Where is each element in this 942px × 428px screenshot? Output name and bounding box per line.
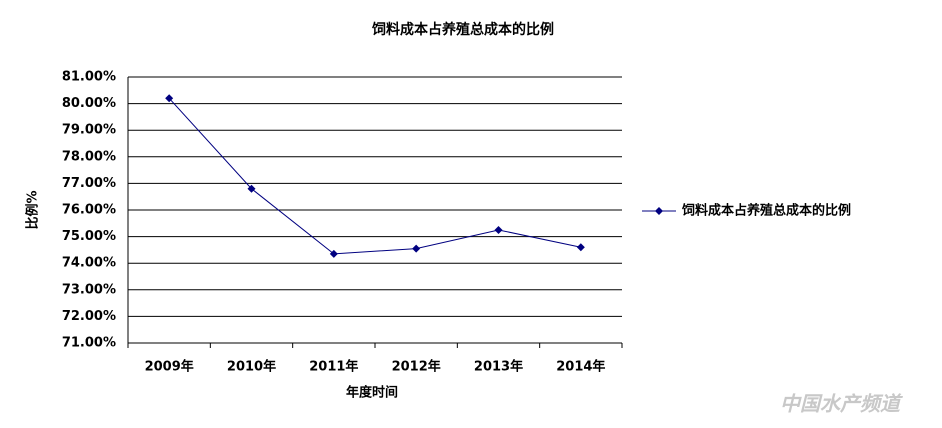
- y-tick-label: 76.00%: [62, 203, 116, 218]
- y-tick-label: 74.00%: [62, 256, 116, 271]
- y-tick-label: 78.00%: [62, 149, 116, 164]
- watermark: 中国水产频道: [780, 392, 903, 416]
- data-point: [329, 249, 338, 258]
- y-axis-title: 比例%: [25, 190, 41, 229]
- y-tick-label: 75.00%: [62, 229, 116, 244]
- data-point: [247, 184, 256, 193]
- chart-title: 饲料成本占养殖总成本的比例: [371, 21, 554, 38]
- x-axis-title: 年度时间: [346, 385, 398, 401]
- y-tick-label: 81.00%: [62, 70, 116, 85]
- x-tick-label: 2014年: [556, 359, 605, 375]
- y-tick-label: 73.00%: [62, 282, 116, 297]
- x-tick-label: 2011年: [309, 359, 358, 375]
- x-tick-label: 2010年: [227, 359, 276, 375]
- y-tick-label: 71.00%: [62, 336, 116, 351]
- legend-marker: [655, 207, 663, 215]
- y-tick-label: 80.00%: [62, 96, 116, 111]
- y-tick-label: 79.00%: [62, 123, 116, 138]
- y-tick-label: 72.00%: [62, 309, 116, 324]
- data-point: [494, 225, 503, 234]
- data-point: [165, 94, 174, 103]
- x-tick-label: 2012年: [392, 359, 441, 375]
- series-line: [168, 97, 581, 255]
- data-point: [412, 244, 421, 253]
- x-tick-label: 2009年: [145, 359, 194, 375]
- data-point: [576, 243, 585, 252]
- y-tick-label: 77.00%: [62, 176, 116, 191]
- x-tick-label: 2013年: [474, 359, 523, 375]
- legend-label: 饲料成本占养殖总成本的比例: [681, 203, 851, 219]
